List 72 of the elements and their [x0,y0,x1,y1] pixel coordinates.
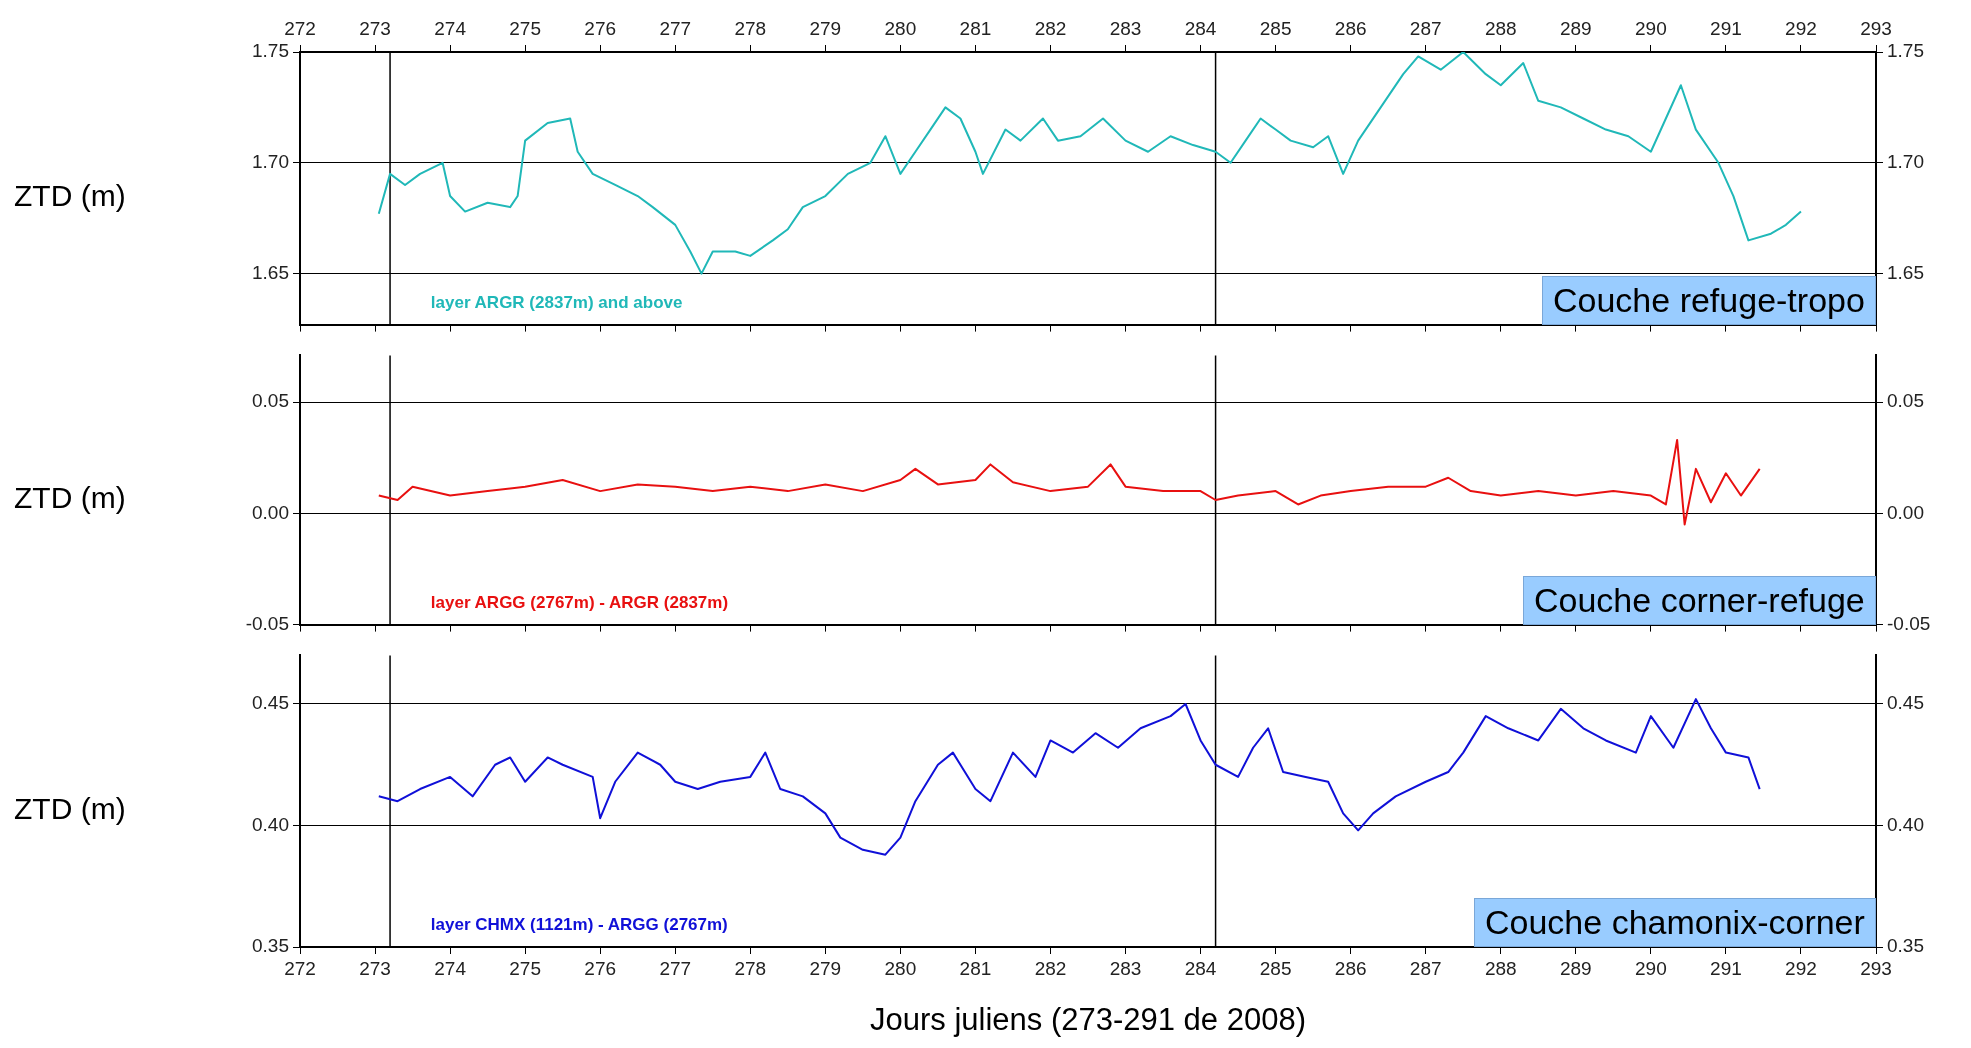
x-tick-label: 275 [509,957,541,979]
y-tick-label: 0.45 [252,692,289,714]
x2-tick-label: 289 [1559,17,1592,39]
x-tick-label: 285 [1259,957,1292,979]
annotation: layer CHMX (1121m) - ARGG (2767m) [430,915,728,935]
x-tick-label: 288 [1484,957,1517,979]
y-tick-label: 0.35 [252,935,289,957]
x2-tick-label: 292 [1785,17,1817,39]
y-axis-title: ZTD (m) [14,792,126,827]
y2-tick-label: 1.65 [1887,261,1924,283]
x2-tick-label: 279 [809,17,842,39]
x-tick-label: 276 [584,957,617,979]
x-tick-label: 278 [734,957,767,979]
x-tick-label: 283 [1109,957,1142,979]
x2-tick-label: 291 [1710,17,1742,39]
x-tick-label: 287 [1409,957,1442,979]
x-tick-label: 281 [959,957,992,979]
y-tick-label: 1.75 [252,40,289,62]
y2-tick-label: 0.40 [1887,813,1924,835]
x2-tick-label: 284 [1184,17,1217,39]
y-tick-label: -0.05 [245,612,289,634]
y-axis-title: ZTD (m) [14,481,126,515]
x2-tick-label: 273 [359,17,391,39]
x-tick-label: 280 [884,957,917,979]
y2-tick-label: -0.05 [1887,612,1931,634]
x2-tick-label: 282 [1034,17,1067,39]
x2-tick-label: 293 [1860,17,1892,39]
x-tick-label: 289 [1559,957,1592,979]
x2-tick-label: 286 [1334,17,1367,39]
annotation: Couche refuge-tropo [1542,275,1876,325]
x2-tick-label: 274 [434,17,467,39]
x-tick-label: 279 [809,957,842,979]
x2-tick-label: 287 [1409,17,1442,39]
x-tick-label: 273 [359,957,391,979]
x-tick-label: 291 [1710,957,1742,979]
x2-tick-label: 272 [284,17,316,39]
y2-tick-label: 1.75 [1887,40,1924,62]
x-tick-label: 272 [284,957,316,979]
y2-tick-label: 0.45 [1887,692,1924,714]
x2-tick-label: 288 [1484,17,1517,39]
x-tick-label: 277 [659,957,692,979]
annotation: Couche chamonix-corner [1474,898,1876,947]
x-tick-label: 290 [1635,957,1667,979]
x2-tick-label: 281 [959,17,992,39]
annotation: layer ARGG (2767m) - ARGR (2837m) [430,592,729,613]
y2-tick-label: 1.70 [1887,151,1924,173]
y-axis-title: ZTD (m) [14,179,126,214]
x2-tick-label: 283 [1109,17,1142,39]
y-tick-label: 0.00 [252,501,289,523]
annotation: Couche corner-refuge [1523,575,1876,625]
x2-tick-label: 278 [734,17,767,39]
x2-tick-label: 276 [584,17,617,39]
y-tick-label: 0.40 [252,813,289,835]
x-tick-label: 274 [434,957,467,979]
x2-tick-label: 285 [1259,17,1292,39]
x-tick-label: 292 [1785,957,1817,979]
y-tick-label: 1.70 [252,151,289,173]
x-tick-label: 284 [1184,957,1217,979]
x-axis-title: Jours juliens (273-291 de 2008) [870,1001,1306,1037]
y2-tick-label: 0.35 [1887,935,1924,957]
y2-tick-label: 0.05 [1887,390,1924,412]
y-tick-label: 1.65 [252,261,289,283]
x-tick-label: 293 [1860,957,1892,979]
annotation: layer ARGR (2837m) and above [430,292,683,313]
x2-tick-label: 290 [1635,17,1667,39]
x2-tick-label: 280 [884,17,917,39]
x2-tick-label: 277 [659,17,692,39]
x2-tick-label: 275 [509,17,541,39]
x-tick-label: 286 [1334,957,1367,979]
y2-tick-label: 0.00 [1887,501,1924,523]
y-tick-label: 0.05 [252,390,289,412]
x-tick-label: 282 [1034,957,1067,979]
